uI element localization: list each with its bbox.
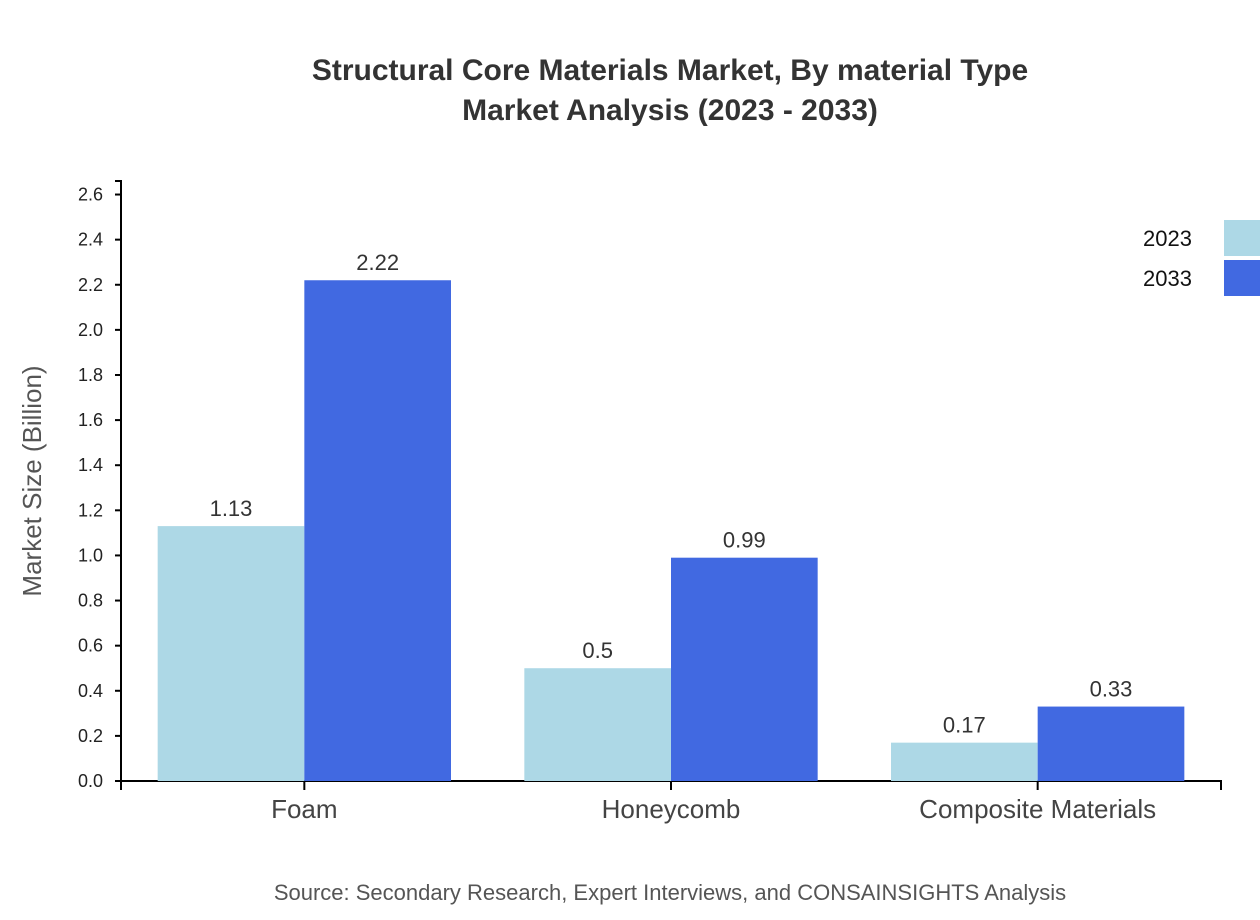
bar-2033-foam bbox=[304, 280, 451, 781]
x-tick-label: Composite Materials bbox=[919, 794, 1156, 824]
y-tick-label: 0.0 bbox=[78, 771, 103, 791]
x-tick-label: Foam bbox=[271, 794, 337, 824]
source-note: Source: Secondary Research, Expert Inter… bbox=[274, 880, 1066, 905]
y-axis: 0.0 0.2 0.4 0.6 0.8 1.0 1.2 1.4 1.6 1.8 2.0 2.2 2.4 2… bbox=[78, 180, 122, 791]
y-tick-label: 2.4 bbox=[78, 230, 103, 250]
y-tick-label: 1.8 bbox=[78, 365, 103, 385]
y-tick-label: 1.0 bbox=[78, 545, 103, 565]
bar-2023-composite-materials bbox=[891, 742, 1038, 781]
y-tick-label: 0.6 bbox=[78, 636, 103, 656]
y-tick-label: 0.2 bbox=[78, 726, 103, 746]
bar-2023-honeycomb bbox=[524, 668, 671, 781]
y-axis-line bbox=[115, 180, 122, 781]
y-tick-label: 2.6 bbox=[78, 185, 103, 205]
legend-swatch bbox=[1224, 260, 1260, 296]
y-tick-label: 1.2 bbox=[78, 500, 103, 520]
data-label: 0.33 bbox=[1090, 677, 1133, 702]
y-tick-label: 1.6 bbox=[78, 410, 103, 430]
y-tick-label: 2.2 bbox=[78, 275, 103, 295]
y-tick-label: 0.4 bbox=[78, 681, 103, 701]
legend-label: 2033 bbox=[1143, 266, 1192, 291]
chart-title: Structural Core Materials Market, By mat… bbox=[312, 54, 1028, 87]
data-label: 0.17 bbox=[943, 713, 986, 738]
y-tick-label: 2.0 bbox=[78, 320, 103, 340]
data-label: 0.99 bbox=[723, 528, 766, 553]
x-tick-label: Honeycomb bbox=[602, 794, 741, 824]
data-label: 1.13 bbox=[210, 496, 253, 521]
y-tick-label: 1.4 bbox=[78, 455, 103, 475]
legend-label: 2023 bbox=[1143, 226, 1192, 251]
legend: 2023 2033 bbox=[1143, 220, 1260, 296]
bar-2033-composite-materials bbox=[1037, 706, 1185, 781]
y-axis-label: Market Size (Billion) bbox=[17, 365, 47, 596]
bar-2023-foam bbox=[157, 526, 305, 781]
data-label: 2.22 bbox=[356, 250, 399, 275]
bars: 1.13 2.22 0.5 0.99 0.17 0.33 bbox=[157, 250, 1185, 781]
legend-swatch bbox=[1224, 220, 1260, 256]
chart-subtitle: Market Analysis (2023 - 2033) bbox=[462, 94, 878, 127]
bar-2033-honeycomb bbox=[671, 557, 818, 781]
x-axis: Foam Honeycomb Composite Materials bbox=[120, 780, 1222, 824]
y-tick-label: 0.8 bbox=[78, 591, 103, 611]
data-label: 0.5 bbox=[582, 638, 613, 663]
